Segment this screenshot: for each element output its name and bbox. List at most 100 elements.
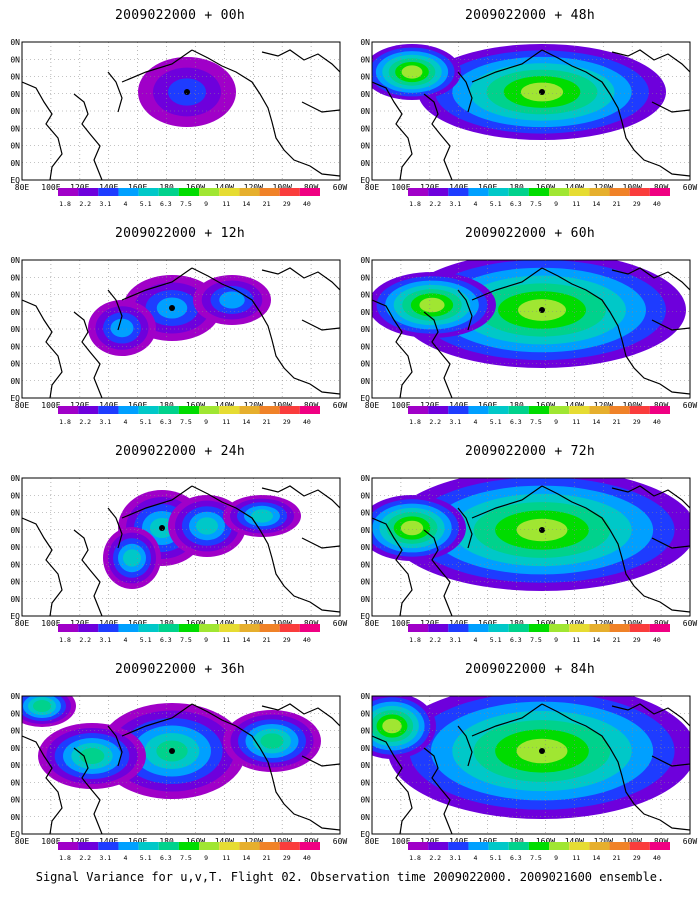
colorbar-label: 40 bbox=[653, 636, 661, 644]
lon-label: 160E bbox=[128, 183, 147, 192]
lat-label: 40N bbox=[10, 107, 20, 116]
coastline bbox=[121, 485, 193, 519]
lat-label: 10N bbox=[10, 595, 20, 604]
colorbar-label: 7.5 bbox=[180, 854, 192, 862]
colorbar-swatch bbox=[468, 624, 489, 632]
lat-label: 80N bbox=[360, 38, 370, 47]
colorbar-label: 21 bbox=[613, 200, 621, 208]
colorbar-swatch bbox=[649, 406, 670, 414]
colorbar: 1.8 2.2 3.1 4 5.1 6.3 7.5 9 11 14 21 29 40 bbox=[58, 842, 320, 862]
lat-label: 60N bbox=[360, 727, 370, 736]
coastline bbox=[611, 485, 690, 509]
map-panel: 2009022000 + 24h 80N 70N 60N 50N 40N 30N 20N 10N… bbox=[10, 436, 350, 651]
lon-label: 100W bbox=[623, 619, 642, 628]
lon-label: 120E bbox=[70, 401, 89, 410]
colorbar-label: 40 bbox=[303, 854, 311, 862]
colorbar-label: 4 bbox=[474, 200, 478, 208]
lat-label: 30N bbox=[10, 778, 20, 787]
map-panel: 2009022000 + 48h 80N 70N 60N 50N 40N 30N 20N 10N… bbox=[360, 0, 700, 215]
colorbar-swatch bbox=[158, 406, 179, 414]
colorbar-swatch bbox=[589, 406, 610, 414]
coastline bbox=[121, 703, 193, 737]
colorbar-label: 4 bbox=[124, 636, 128, 644]
lat-label: 20N bbox=[360, 142, 370, 151]
lon-label: 160W bbox=[536, 183, 555, 192]
colorbar-swatch bbox=[98, 188, 119, 196]
lon-label: 120W bbox=[244, 619, 263, 628]
coastline bbox=[73, 529, 103, 616]
colorbar-label: 7.5 bbox=[530, 418, 542, 426]
colorbar-swatch bbox=[199, 188, 220, 196]
lon-label: 60W bbox=[683, 619, 698, 628]
colorbar-swatch bbox=[428, 188, 449, 196]
colorbar: 1.8 2.2 3.1 4 5.1 6.3 7.5 9 11 14 21 29 40 bbox=[58, 406, 320, 426]
lat-label: 20N bbox=[10, 360, 20, 369]
lat-label: 10N bbox=[10, 813, 20, 822]
lon-label: 100W bbox=[273, 837, 292, 846]
lon-label: 180 bbox=[159, 837, 174, 846]
lat-label: 50N bbox=[10, 526, 20, 535]
lon-label: 100E bbox=[391, 619, 410, 628]
lon-label: 80W bbox=[654, 183, 669, 192]
colorbar-label: 9 bbox=[204, 418, 208, 426]
colorbar-label: 2.2 bbox=[79, 200, 91, 208]
colorbar-label: 6.3 bbox=[510, 854, 522, 862]
lon-label: 160W bbox=[536, 619, 555, 628]
colorbar-swatch bbox=[428, 842, 449, 850]
colorbar-label: 2.2 bbox=[429, 200, 441, 208]
panel-title: 2009022000 + 00h bbox=[114, 8, 246, 23]
colorbar-swatch bbox=[589, 624, 610, 632]
lat-label: 20N bbox=[10, 578, 20, 587]
lon-label: 160W bbox=[536, 401, 555, 410]
lat-label: 40N bbox=[360, 543, 370, 552]
colorbar-swatch bbox=[98, 624, 119, 632]
colorbar-swatch bbox=[609, 842, 630, 850]
colorbar-swatch bbox=[279, 842, 300, 850]
peak-marker bbox=[184, 89, 190, 95]
colorbar-label: 21 bbox=[613, 418, 621, 426]
colorbar-label: 4 bbox=[124, 418, 128, 426]
lon-label: 140E bbox=[99, 619, 118, 628]
lat-label: 20N bbox=[360, 796, 370, 805]
colorbar-swatch bbox=[569, 624, 590, 632]
coastline bbox=[423, 93, 453, 180]
lon-label: 100E bbox=[391, 837, 410, 846]
colorbar-swatch bbox=[58, 188, 79, 196]
colorbar-label: 6.3 bbox=[510, 636, 522, 644]
colorbar-label: 29 bbox=[283, 418, 291, 426]
coastline bbox=[541, 49, 690, 177]
variance-contour bbox=[260, 733, 284, 749]
colorbar-label: 5.1 bbox=[140, 854, 152, 862]
lat-label: 80N bbox=[10, 692, 20, 701]
lon-label: 140W bbox=[565, 837, 584, 846]
colorbar-label: 3.1 bbox=[449, 636, 461, 644]
colorbar-swatch bbox=[508, 406, 529, 414]
coastline bbox=[541, 703, 690, 831]
colorbar-label: 11 bbox=[572, 200, 580, 208]
coastline bbox=[261, 267, 340, 291]
lon-label: 140E bbox=[449, 837, 468, 846]
lat-label: EQ bbox=[10, 176, 20, 185]
figure-caption: Signal Variance for u,v,T. Flight 02. Ob… bbox=[35, 870, 665, 884]
colorbar-swatch bbox=[199, 406, 220, 414]
colorbar-label: 6.3 bbox=[160, 200, 172, 208]
colorbar-swatch bbox=[428, 624, 449, 632]
lat-label: 50N bbox=[10, 308, 20, 317]
lat-label: 50N bbox=[10, 744, 20, 753]
lat-label: EQ bbox=[360, 830, 370, 839]
colorbar-label: 4 bbox=[124, 854, 128, 862]
lat-label: 60N bbox=[360, 291, 370, 300]
colorbar-label: 2.2 bbox=[79, 418, 91, 426]
colorbar-swatch bbox=[219, 624, 240, 632]
colorbar-swatch bbox=[528, 406, 550, 414]
lon-label: 140E bbox=[449, 183, 468, 192]
colorbar-swatch bbox=[589, 842, 610, 850]
colorbar-label: 6.3 bbox=[160, 418, 172, 426]
colorbar-label: 11 bbox=[572, 636, 580, 644]
colorbar-swatch bbox=[58, 624, 79, 632]
lat-label: 60N bbox=[10, 509, 20, 518]
lon-label: 160W bbox=[536, 837, 555, 846]
